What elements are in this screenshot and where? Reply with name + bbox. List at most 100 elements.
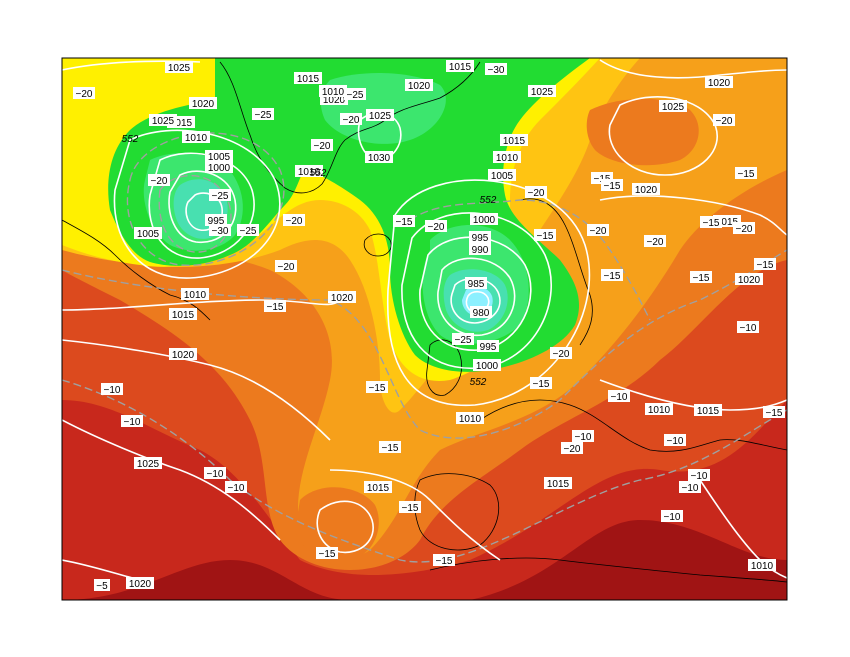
isotherm-label: −15	[530, 377, 552, 390]
isotherm-label: −20	[148, 174, 170, 187]
svg-text:−15: −15	[402, 503, 419, 514]
svg-text:1025: 1025	[369, 111, 392, 122]
isobar-label: 1000	[205, 161, 233, 174]
isotherm-label: −30	[485, 63, 507, 76]
isobar-label: 1015	[169, 308, 197, 321]
isotherm-label: −15	[601, 269, 623, 282]
isobar-label: 1020	[189, 97, 217, 110]
svg-text:−20: −20	[528, 188, 545, 199]
svg-text:1015: 1015	[697, 406, 720, 417]
isobar-low-east-1010	[386, 179, 591, 407]
isobar-label: 1025	[165, 61, 193, 74]
thickness-labels: 552 552 552 552	[122, 134, 497, 388]
isobar-label: 1025	[659, 100, 687, 113]
svg-text:1010: 1010	[185, 133, 208, 144]
isobar-label: 1020	[328, 291, 356, 304]
isotherm-label: −15	[735, 167, 757, 180]
isotherm-label: −20	[644, 235, 666, 248]
isotherm-label: −15	[754, 258, 776, 271]
isotherm-label: −15	[379, 441, 401, 454]
isobar-label: 1030	[365, 151, 393, 164]
isobar-label: 1020	[632, 183, 660, 196]
svg-text:−20: −20	[716, 116, 733, 127]
isobar-label: 1005	[488, 169, 516, 182]
isobar-label: 1005	[134, 227, 162, 240]
svg-text:−15: −15	[396, 217, 413, 228]
map-border	[61, 57, 788, 601]
isotherm-label: −20	[733, 222, 755, 235]
svg-text:−20: −20	[553, 349, 570, 360]
svg-text:1005: 1005	[491, 171, 514, 182]
svg-text:−10: −10	[691, 471, 708, 482]
isobar-low-east-990	[437, 257, 516, 336]
svg-text:1025: 1025	[152, 116, 175, 127]
svg-text:−25: −25	[255, 110, 272, 121]
svg-text:−25: −25	[455, 335, 472, 346]
isobar-1025-atlantic	[62, 419, 281, 541]
isotherm-label: −15	[690, 271, 712, 284]
isobar-label: 1010	[319, 85, 347, 98]
isobar-1015-atlantic	[62, 299, 341, 311]
isobar-label: 1005	[205, 150, 233, 163]
isotherm-label: −15	[316, 547, 338, 560]
isotherm-minus15	[62, 249, 787, 439]
isotherm-label: −15	[433, 554, 455, 567]
svg-text:−20: −20	[590, 226, 607, 237]
isotherm-label: −25	[252, 108, 274, 121]
svg-text:1020: 1020	[192, 99, 215, 110]
svg-text:1015: 1015	[716, 217, 739, 228]
isobar-label: 1020	[405, 79, 433, 92]
svg-text:1020: 1020	[172, 350, 195, 361]
isotherm-label: −15	[601, 179, 623, 192]
isobar-label: 1025	[149, 114, 177, 127]
isotherm-label: −15	[399, 501, 421, 514]
isobar-label: 1025	[134, 457, 162, 470]
svg-text:1010: 1010	[496, 153, 519, 164]
svg-text:−10: −10	[228, 483, 245, 494]
svg-text:−15: −15	[382, 443, 399, 454]
isotherm-label: −10	[661, 510, 683, 523]
isotherm-label: −10	[121, 415, 143, 428]
isobar-label: 1010	[181, 288, 209, 301]
svg-text:−10: −10	[124, 417, 141, 428]
isotherm-label: −5	[94, 579, 110, 592]
isobar-label: 995	[477, 340, 499, 353]
svg-text:1015: 1015	[503, 136, 526, 147]
svg-text:1015: 1015	[172, 310, 195, 321]
svg-text:1005: 1005	[137, 229, 160, 240]
isotherm-minus10	[62, 379, 787, 563]
isotherm-label: −25	[452, 333, 474, 346]
coast-africa	[429, 557, 787, 583]
svg-text:995: 995	[472, 233, 489, 244]
svg-text:−15: −15	[533, 379, 550, 390]
svg-text:1025: 1025	[137, 459, 160, 470]
svg-text:−15: −15	[703, 218, 720, 229]
isotherm-label: −15	[264, 300, 286, 313]
isotherm-label: −10	[608, 390, 630, 403]
svg-text:1020: 1020	[323, 95, 346, 106]
isotherm-label: −20	[525, 186, 547, 199]
svg-text:1005: 1005	[208, 152, 231, 163]
isotherm-label: −10	[664, 434, 686, 447]
svg-text:1020: 1020	[738, 275, 761, 286]
svg-text:−25: −25	[212, 191, 229, 202]
coast-greenland	[219, 61, 481, 194]
isobar-label: 1020	[735, 273, 763, 286]
isobar-1020-atlantic	[62, 339, 331, 441]
isotherm-label: −20	[425, 220, 447, 233]
isobar-label: 1015	[694, 404, 722, 417]
isobar-label: 1000	[470, 213, 498, 226]
isobar-1010-swlow	[316, 500, 374, 554]
svg-text:1000: 1000	[473, 215, 496, 226]
isotherm-label: −25	[344, 88, 366, 101]
svg-text:−15: −15	[369, 383, 386, 394]
isotherm-label: −15	[763, 406, 785, 419]
svg-text:1015: 1015	[367, 483, 390, 494]
isotherm-minus20-east	[409, 199, 651, 321]
isobar-label: 1015	[446, 60, 474, 73]
svg-text:−20: −20	[151, 176, 168, 187]
isotherm-label: −20	[275, 260, 297, 273]
isobar-label: 1010	[456, 412, 484, 425]
isobar-label: 995	[205, 214, 227, 227]
